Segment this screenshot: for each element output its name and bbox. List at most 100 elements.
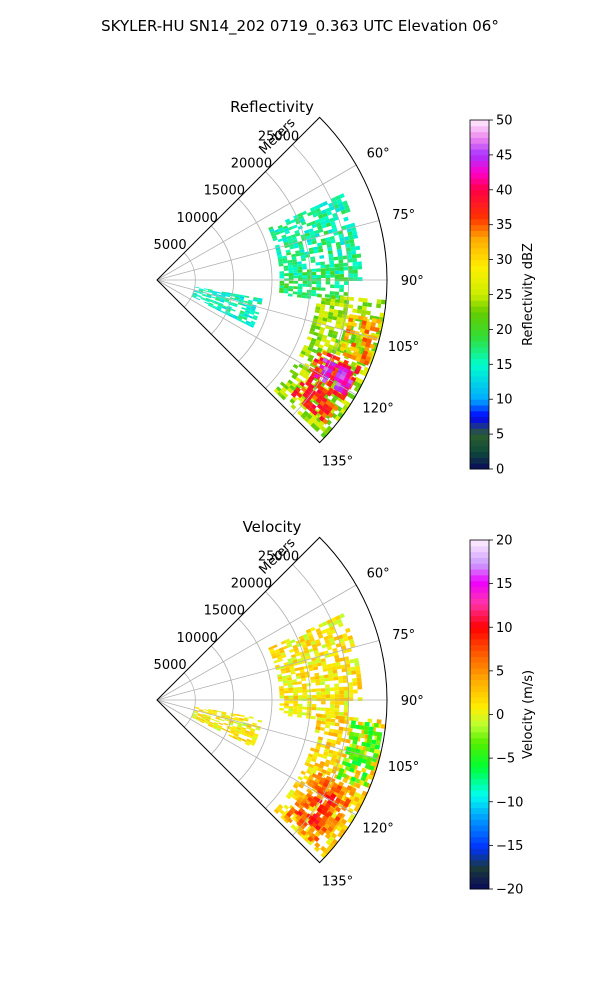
colorbar-swatch: [470, 451, 489, 458]
echo-cell: [313, 419, 320, 426]
echo-cell: [230, 713, 236, 716]
echo-cell: [292, 687, 298, 691]
echo-cell: [288, 711, 293, 715]
echo-cell: [317, 394, 324, 401]
echo-cell: [307, 241, 313, 246]
echo-cell: [293, 703, 299, 707]
echo-cell: [328, 835, 335, 843]
echo-cell: [316, 352, 323, 358]
colorbar-swatch: [470, 726, 489, 733]
echo-cell: [345, 382, 352, 389]
echo-cell: [375, 740, 381, 746]
echo-cell: [343, 266, 349, 271]
echo-cell: [340, 818, 348, 825]
echo-cell: [317, 821, 324, 828]
colorbar-swatch: [470, 598, 489, 605]
echo-cell: [292, 264, 298, 268]
echo-cell: [349, 345, 356, 352]
echo-cell: [375, 318, 382, 324]
echo-cell: [197, 713, 202, 717]
echo-cell: [309, 362, 316, 368]
echo-cell: [208, 289, 213, 291]
colorbar-swatch: [470, 633, 489, 640]
echo-cell: [314, 812, 321, 818]
echo-cell: [211, 296, 216, 299]
echo-cell: [287, 791, 294, 797]
echo-cell: [302, 365, 308, 372]
echo-cell: [368, 726, 374, 732]
echo-cell: [215, 296, 221, 299]
echo-cell: [316, 807, 323, 813]
echo-cell: [329, 721, 335, 726]
colorbar-tick-label: 15: [496, 358, 513, 373]
colorbar-swatch: [470, 609, 489, 617]
echo-cell: [325, 697, 331, 701]
echo-cell: [303, 775, 309, 781]
echo-cell: [307, 703, 312, 708]
echo-cell: [337, 252, 343, 257]
colorbar-swatch: [470, 720, 489, 727]
echo-cell: [306, 295, 312, 299]
colorbar-swatch: [470, 621, 489, 628]
echo-cell: [293, 286, 298, 290]
echo-cell: [327, 634, 334, 640]
azimuth-spoke: [156, 584, 357, 701]
colorbar-swatch: [470, 434, 489, 441]
echo-cell: [338, 679, 344, 684]
echo-cell: [334, 658, 341, 663]
colorbar-tick-label: 15: [496, 577, 513, 592]
colorbar-swatch: [470, 399, 489, 406]
echo-cell: [298, 215, 305, 220]
echo-cell: [310, 389, 317, 396]
echo-cell: [352, 265, 358, 270]
echo-cell: [316, 388, 323, 395]
echo-cell: [347, 378, 354, 385]
echo-cell: [334, 704, 340, 709]
echo-cell: [303, 836, 310, 843]
echo-cell: [353, 314, 359, 320]
echo-cell: [288, 280, 294, 284]
echo-cell: [247, 735, 253, 739]
echo-cell: [334, 284, 340, 289]
echo-cell: [329, 807, 336, 814]
echo-cell: [324, 409, 331, 416]
echo-cell: [328, 673, 334, 678]
echo-cell: [312, 318, 318, 323]
colorbar-swatch: [470, 317, 489, 325]
echo-cell: [209, 300, 215, 304]
echo-cell: [297, 410, 304, 417]
echo-cell: [325, 277, 331, 282]
echo-cell: [320, 337, 327, 343]
echo-cell: [344, 720, 350, 725]
echo-cell: [347, 807, 354, 814]
colorbar-swatch: [470, 737, 489, 745]
echo-cell: [328, 816, 335, 823]
echo-cell: [306, 336, 313, 341]
echo-cell: [291, 382, 297, 388]
echo-cell: [285, 249, 291, 254]
echo-cells: [191, 613, 386, 859]
echo-cell: [341, 760, 348, 766]
echo-cell: [331, 334, 338, 339]
echo-cell: [279, 276, 285, 279]
echo-cell: [230, 714, 236, 717]
colorbar-swatch: [470, 877, 489, 884]
echo-cell: [328, 796, 335, 803]
echo-cell: [228, 314, 234, 318]
echo-cell: [320, 658, 326, 663]
echo-cell: [365, 325, 371, 331]
echo-cell: [302, 706, 308, 710]
echo-cell: [292, 708, 298, 712]
colorbar-swatch: [470, 883, 489, 890]
echo-cell: [311, 773, 318, 779]
azimuth-tick-label: 75°: [392, 208, 415, 223]
echo-cell: [206, 293, 212, 297]
echo-cell: [335, 350, 342, 357]
echo-cell: [320, 681, 325, 686]
echo-cell: [281, 234, 287, 239]
colorbar-swatch: [470, 137, 489, 144]
echo-cell: [301, 677, 307, 682]
echo-cell: [245, 308, 251, 312]
echo-cell: [332, 647, 338, 653]
echo-cell: [230, 308, 236, 312]
